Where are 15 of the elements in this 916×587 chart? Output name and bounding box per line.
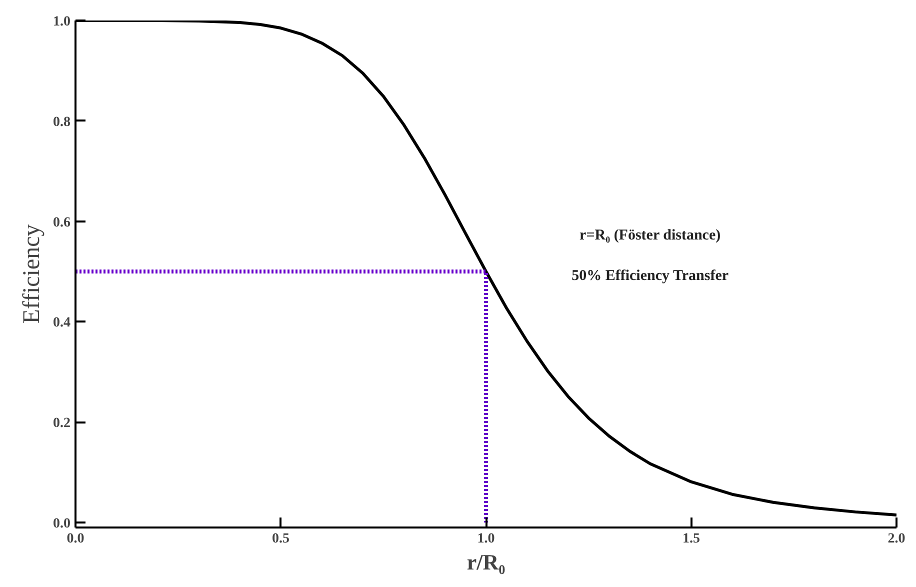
x-axis-title: r/R₀: [466, 550, 506, 574]
y-tick-label: 0.4: [53, 316, 70, 331]
y-tick-label: 0.6: [53, 215, 70, 230]
y-tick-label: 0.2: [53, 416, 70, 432]
x-tick-label: 2.0: [888, 532, 906, 546]
y-tick-label: 0.0: [53, 516, 70, 532]
x-tick-label: 1.5: [682, 532, 700, 546]
annotation: r=R₀ (Föster distance): [580, 228, 721, 244]
x-tick-label: 1.0: [477, 532, 495, 546]
y-axis-title: Efficiency: [19, 224, 45, 324]
x-tick-label: 0.0: [66, 532, 84, 546]
y-tick-label: 0.8: [53, 114, 70, 130]
y-tick-label: 1.0: [53, 14, 70, 30]
x-tick-label: 0.5: [272, 532, 290, 546]
annotation: 50% Efficiency Transfer: [572, 268, 729, 284]
